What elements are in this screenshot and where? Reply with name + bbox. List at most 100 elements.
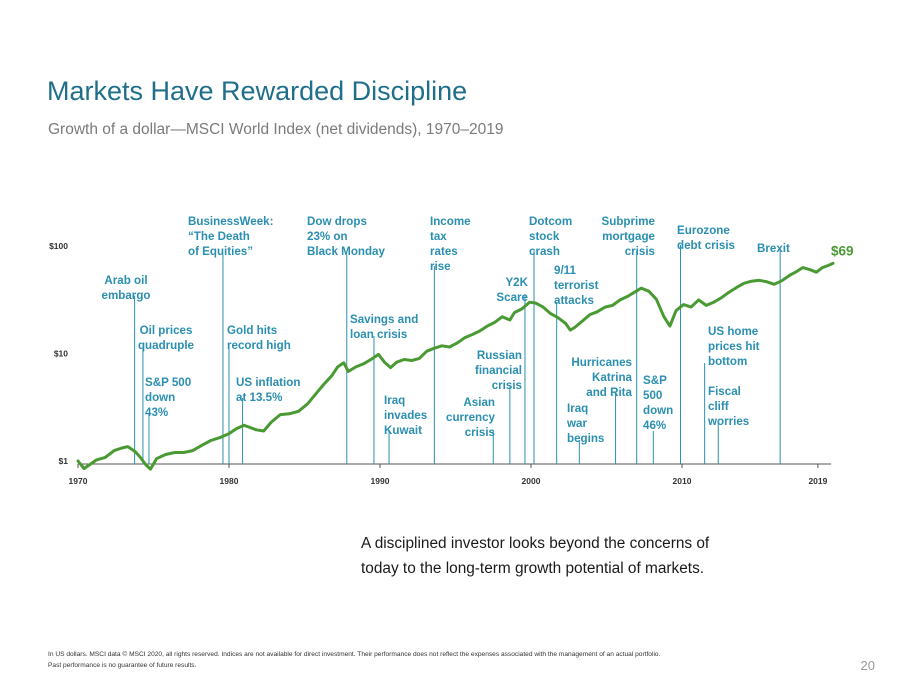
annotation-label-line: Scare <box>496 291 528 304</box>
x-axis-labels: 1970 1980 1990 2000 2010 2019 <box>69 476 828 486</box>
callout-text: A disciplined investor looks beyond the … <box>361 535 710 577</box>
annotation-label-line: 23% on <box>307 230 348 243</box>
annotation-label-line: S&P 500 <box>145 376 191 389</box>
x-axis <box>77 463 831 468</box>
annotation-label-line: begins <box>567 432 604 445</box>
annotation-label-line: debt crisis <box>677 239 735 252</box>
annotation-label-line: Brexit <box>757 242 790 255</box>
series-line <box>76 261 835 471</box>
annotation-label-line: crisis <box>625 245 655 258</box>
annotation-label-line: and Rita <box>586 386 632 399</box>
annotation-label-line: loan crisis <box>350 328 407 341</box>
x-tick-label: 2010 <box>673 476 692 486</box>
annotation-label-line: stock <box>529 230 560 243</box>
annotation-label-line: prices hit <box>708 340 760 353</box>
y-tick-label: $100 <box>49 241 68 251</box>
annotation-label-line: Katrina <box>592 371 632 384</box>
annotation-label-line: US inflation <box>236 376 300 389</box>
annotation-label-line: Oil prices <box>140 324 193 337</box>
annotation-label-line: Y2K <box>505 276 528 289</box>
x-tick-label: 1990 <box>371 476 390 486</box>
annotation-label-line: Fiscal <box>708 385 741 398</box>
annotation-label-line: rise <box>430 260 451 273</box>
annotation-label-line: record high <box>227 339 291 352</box>
annotation-sp500-down-43: S&P 500 down 43% <box>145 376 191 419</box>
annotation-gold-hits-record-high: Gold hits record high <box>227 324 291 352</box>
annotation-label-line: Savings and <box>350 313 418 326</box>
annotation-label-line: cliff <box>708 400 729 413</box>
page-number: 20 <box>860 658 875 673</box>
annotation-label-line: of Equities” <box>188 245 253 258</box>
annotation-us-inflation: US inflation at 13.5% <box>236 376 300 404</box>
annotation-label-line: invades <box>384 409 427 422</box>
end-value-label: $69 <box>831 243 854 258</box>
annotation-fiscal-cliff-worries: Fiscal cliff worries <box>707 385 749 428</box>
annotation-label-line: Dotcom <box>529 215 572 228</box>
x-tick-label: 2019 <box>808 476 827 486</box>
annotation-label-line: worries <box>707 415 749 428</box>
annotation-label-line: bottom <box>708 355 747 368</box>
annotation-label-line: Black Monday <box>307 245 386 258</box>
annotation-label-line: crisis <box>492 379 522 392</box>
annotation-income-tax-rates-rise: Income tax rates rise <box>430 215 471 273</box>
annotation-iraq-invades-kuwait: Iraq invades Kuwait <box>384 394 427 437</box>
annotation-labels: Arab oil embargo Oil prices quadruple S&P 50… <box>102 215 790 445</box>
annotation-label-line: Asian <box>463 396 495 409</box>
annotation-label-line: terrorist <box>554 279 599 292</box>
annotation-sp500-down-46: S&P 500 down 46% <box>643 374 673 432</box>
y-tick-label: $1 <box>59 456 69 466</box>
footnote-line-1: In US dollars. MSCI data © MSCI 2020, al… <box>48 651 661 658</box>
annotation-label-line: Iraq <box>567 402 588 415</box>
footnote-line-2: Past performance is no guarantee of futu… <box>48 662 197 669</box>
y-tick-label: $10 <box>54 349 68 359</box>
annotation-y2k-scare: Y2K Scare <box>496 276 528 304</box>
annotation-label-line: 9/11 <box>554 264 576 277</box>
annotation-label-line: US home <box>708 325 759 338</box>
annotation-label-line: embargo <box>102 289 151 302</box>
annotation-label-line: 43% <box>145 406 168 419</box>
annotation-dotcom-stock-crash: Dotcom stock crash <box>529 215 572 258</box>
annotation-businessweek-death-of-equities: BusinessWeek: “The Death of Equities” <box>188 215 274 258</box>
annotation-label-line: at 13.5% <box>236 391 282 404</box>
annotation-label-line: crash <box>529 245 560 258</box>
annotation-label-line: financial <box>475 364 522 377</box>
annotation-label-line: Subprime <box>602 215 656 228</box>
annotation-label-line: down <box>145 391 175 404</box>
annotation-label-line: Dow drops <box>307 215 367 228</box>
annotation-label-line: Iraq <box>384 394 405 407</box>
annotation-label-line: Gold hits <box>227 324 277 337</box>
y-axis-labels: $1 $10 $100 <box>49 241 68 466</box>
annotation-label-line: Eurozone <box>677 224 730 237</box>
annotation-us-home-prices-hit-bottom: US home prices hit bottom <box>708 325 760 368</box>
annotation-label-line: currency <box>446 411 496 424</box>
slide-title: Markets Have Rewarded Discipline <box>47 76 468 106</box>
annotation-russian-financial-crisis: Russian financial crisis <box>475 349 522 392</box>
annotation-lines <box>134 245 781 464</box>
annotation-iraq-war-begins: Iraq war begins <box>566 402 604 445</box>
annotation-oil-prices-quadruple: Oil prices quadruple <box>138 324 195 352</box>
x-tick-label: 1980 <box>220 476 239 486</box>
annotation-label-line: tax <box>430 230 447 243</box>
annotation-label-line: war <box>566 417 587 430</box>
annotation-brexit: Brexit <box>757 242 790 255</box>
annotation-label-line: down <box>643 404 673 417</box>
annotation-label-line: Hurricanes <box>571 356 632 369</box>
annotation-label-line: Russian <box>477 349 522 362</box>
slide-subtitle: Growth of a dollar—MSCI World Index (net… <box>48 121 504 138</box>
annotation-savings-and-loan-crisis: Savings and loan crisis <box>350 313 418 341</box>
annotation-label-line: 500 <box>643 389 662 402</box>
annotation-label-line: 46% <box>643 419 666 432</box>
annotation-arab-oil-embargo: Arab oil embargo <box>102 274 151 302</box>
footnote: In US dollars. MSCI data © MSCI 2020, al… <box>48 649 808 671</box>
annotation-label-line: crisis <box>465 426 495 439</box>
annotation-terrorist-attacks: 9/11 terrorist attacks <box>554 264 599 307</box>
annotation-label-line: BusinessWeek: <box>188 215 274 228</box>
x-tick-label: 2000 <box>522 476 541 486</box>
annotation-label-line: S&P <box>643 374 667 387</box>
annotation-label-line: mortgage <box>602 230 655 243</box>
annotation-asian-currency-crisis: Asian currency crisis <box>446 396 496 439</box>
annotation-label-line: rates <box>430 245 458 258</box>
annotation-label-line: Kuwait <box>384 424 422 437</box>
annotation-label-line: attacks <box>554 294 594 307</box>
annotation-label-line: quadruple <box>138 339 195 352</box>
